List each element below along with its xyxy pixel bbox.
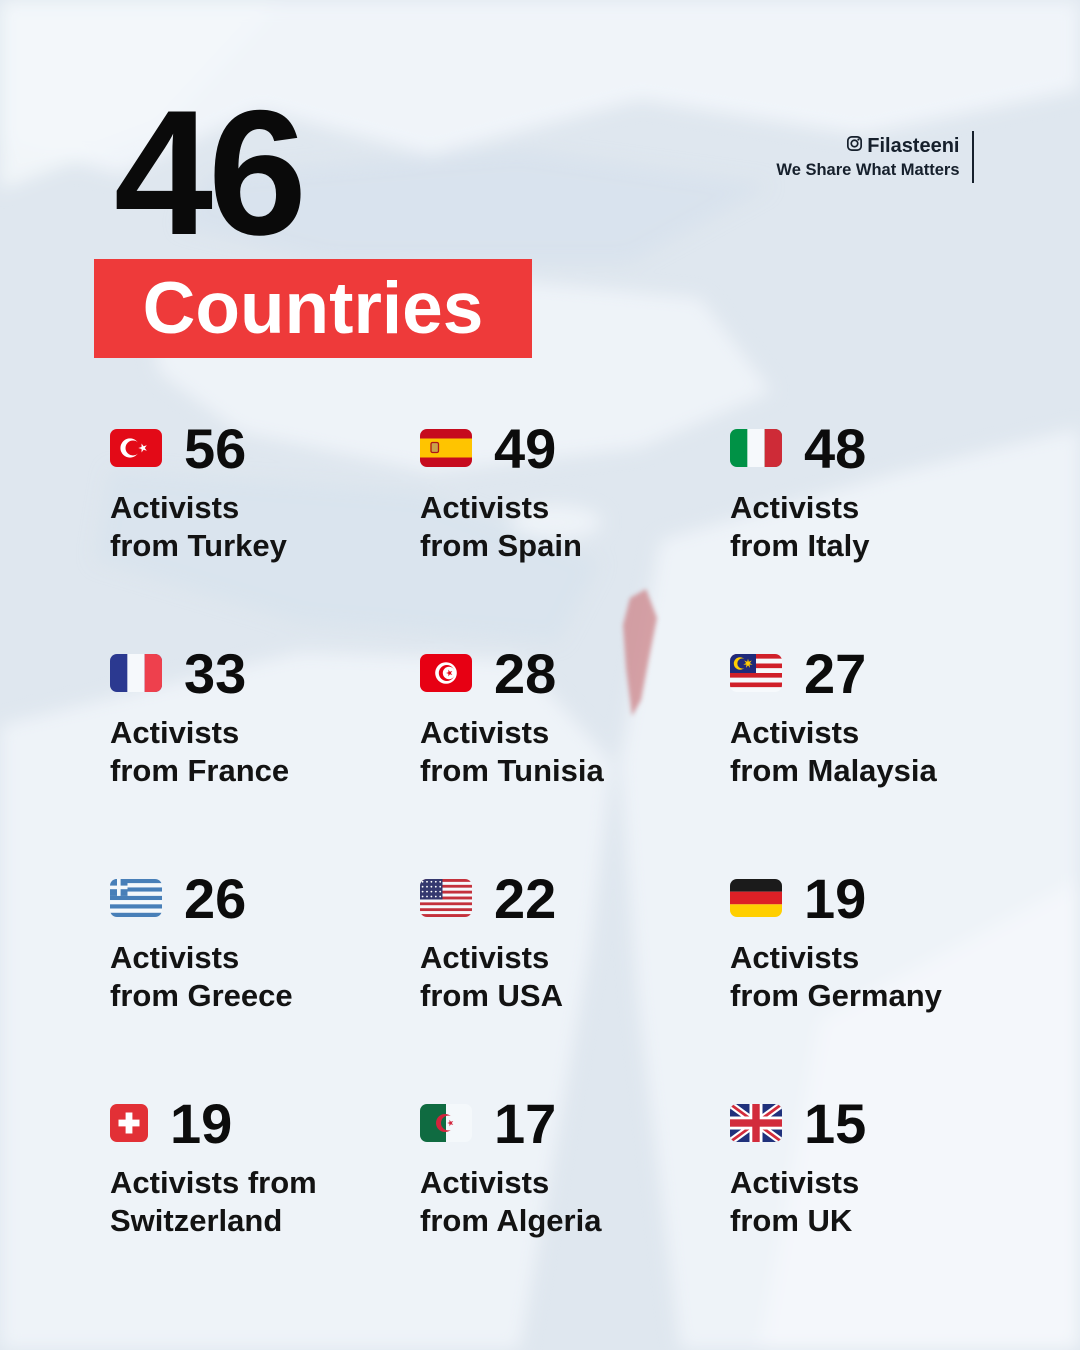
country-card-spain: 49 Activists from Spain bbox=[420, 417, 730, 649]
country-card-germany: 19 Activists from Germany bbox=[730, 867, 1040, 1099]
brand-divider bbox=[971, 131, 974, 183]
title-banner: Countries bbox=[94, 259, 532, 358]
uk-flag-icon bbox=[730, 1104, 782, 1142]
malaysia-flag-icon bbox=[730, 654, 782, 692]
switzerland-flag-icon bbox=[110, 1104, 148, 1142]
branding: Filasteeni We Share What Matters bbox=[776, 131, 974, 183]
activist-count: 33 bbox=[184, 641, 247, 705]
spain-flag-icon bbox=[420, 429, 472, 467]
activist-count: 48 bbox=[804, 416, 867, 480]
country-card-tunisia: 28 Activists from Tunisia bbox=[420, 642, 730, 874]
activist-count: 19 bbox=[804, 866, 867, 930]
greece-flag-icon bbox=[110, 879, 162, 917]
activist-label: Activists from France bbox=[110, 715, 290, 789]
activist-label: Activists from Tunisia bbox=[420, 715, 604, 789]
activist-count: 22 bbox=[494, 866, 557, 930]
activist-count: 17 bbox=[494, 1091, 557, 1155]
activist-label: Activists from Germany bbox=[730, 940, 942, 1014]
tunisia-flag-icon bbox=[420, 654, 472, 692]
country-card-usa: 22 Activists from USA bbox=[420, 867, 730, 1099]
activist-label: Activists from Greece bbox=[110, 940, 293, 1014]
brand-tagline: We Share What Matters bbox=[776, 160, 960, 179]
activist-label: Activists from Turkey bbox=[110, 490, 287, 564]
country-card-italy: 48 Activists from Italy bbox=[730, 417, 1040, 649]
activist-label: Activists from Malaysia bbox=[730, 715, 937, 789]
activist-label: Activists from Algeria bbox=[420, 1165, 602, 1239]
brand-handle-label: Filasteeni bbox=[867, 134, 960, 157]
country-card-greece: 26 Activists from Greece bbox=[110, 867, 420, 1099]
country-card-france: 33 Activists from France bbox=[110, 642, 420, 874]
algeria-flag-icon bbox=[420, 1104, 472, 1142]
usa-flag-icon bbox=[420, 879, 472, 917]
italy-flag-icon bbox=[730, 429, 782, 467]
country-card-switzerland: 19 Activists from Switzerland bbox=[110, 1092, 420, 1324]
activist-label: Activists from Switzerland bbox=[110, 1165, 317, 1239]
turkey-flag-icon bbox=[110, 429, 162, 467]
country-card-turkey: 56 Activists from Turkey bbox=[110, 417, 420, 649]
activist-count: 28 bbox=[494, 641, 557, 705]
country-count: 46 bbox=[114, 73, 307, 272]
activist-count: 27 bbox=[804, 641, 867, 705]
activist-count: 19 bbox=[170, 1091, 233, 1155]
country-card-malaysia: 27 Activists from Malaysia bbox=[730, 642, 1040, 874]
country-card-algeria: 17 Activists from Algeria bbox=[420, 1092, 730, 1324]
germany-flag-icon bbox=[730, 879, 782, 917]
instagram-icon bbox=[846, 135, 863, 158]
country-grid: 56 Activists from Turkey 49 Activists fr… bbox=[110, 417, 1040, 1324]
brand-handle: Filasteeni bbox=[776, 134, 960, 158]
activist-count: 56 bbox=[184, 416, 247, 480]
activist-count: 15 bbox=[804, 1091, 867, 1155]
france-flag-icon bbox=[110, 654, 162, 692]
country-card-uk: 15 Activists from UK bbox=[730, 1092, 1040, 1324]
activist-count: 26 bbox=[184, 866, 247, 930]
activist-label: Activists from USA bbox=[420, 940, 563, 1014]
palestine-highlight bbox=[623, 589, 657, 716]
activist-label: Activists from Italy bbox=[730, 490, 870, 564]
activist-label: Activists from UK bbox=[730, 1165, 860, 1239]
page-title: Countries bbox=[142, 268, 484, 349]
activist-label: Activists from Spain bbox=[420, 490, 582, 564]
activist-count: 49 bbox=[494, 416, 557, 480]
